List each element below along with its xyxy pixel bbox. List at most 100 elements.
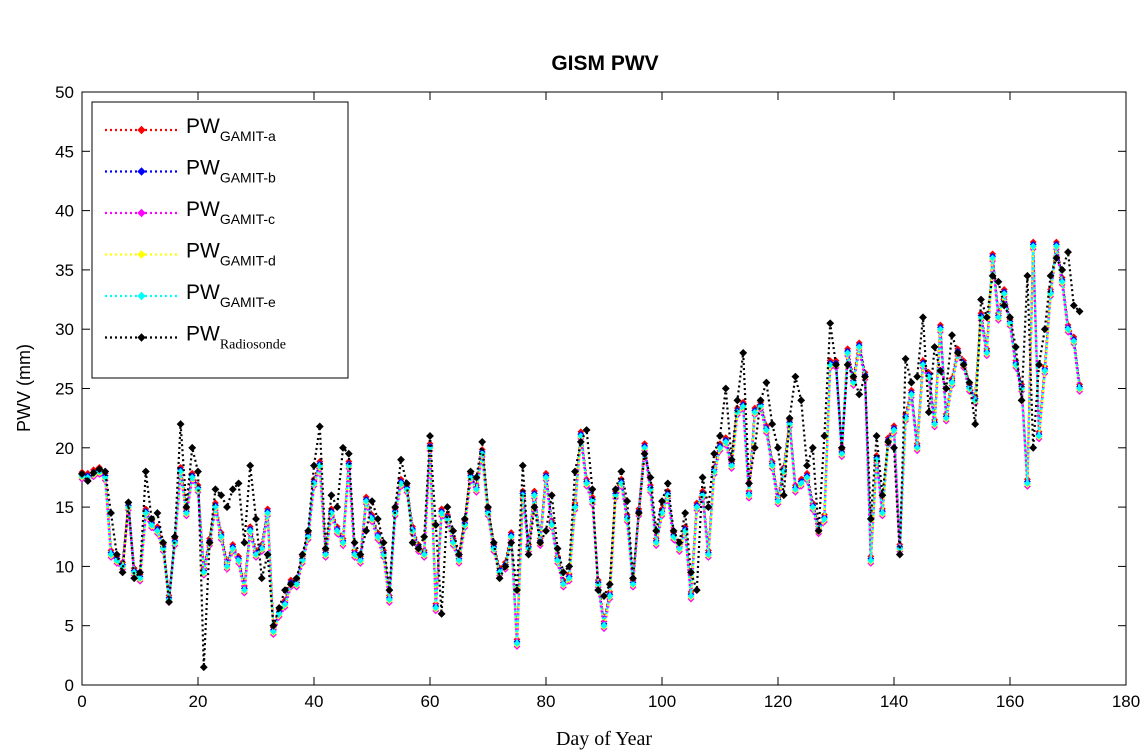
data-point-radiosonde <box>553 544 562 553</box>
data-point-radiosonde <box>397 455 405 464</box>
data-point-radiosonde <box>153 509 162 517</box>
data-point-gamit-e <box>629 580 637 588</box>
data-point-radiosonde <box>600 592 608 600</box>
data-point-radiosonde <box>994 277 1003 286</box>
data-point-radiosonde <box>275 603 284 612</box>
data-point-radiosonde <box>779 491 788 500</box>
legend-item: PWGAMIT-b <box>105 157 276 186</box>
data-point-radiosonde <box>977 295 985 304</box>
data-point-radiosonde <box>321 544 330 553</box>
data-point-radiosonde <box>582 426 591 434</box>
data-point-gamit-e <box>409 527 417 535</box>
data-point-radiosonde <box>803 461 811 470</box>
data-point-gamit-e <box>803 474 811 481</box>
data-point-radiosonde <box>350 538 359 547</box>
data-point-radiosonde <box>1029 443 1038 452</box>
data-point-radiosonde <box>1040 325 1049 334</box>
data-point-radiosonde <box>808 443 817 452</box>
data-point-radiosonde <box>588 485 597 494</box>
data-point-radiosonde <box>304 526 313 535</box>
axes-layer: 0 20 40 60 80 100 120 140 160 180 0 5 10 15 20 25 30 35 40… <box>55 83 1140 711</box>
data-point-gamit-e <box>867 557 875 564</box>
data-point-gamit-e <box>728 462 736 470</box>
data-point-gamit-e <box>333 527 341 535</box>
data-point-gamit-e <box>751 408 759 416</box>
data-point-radiosonde <box>849 372 858 381</box>
data-point-radiosonde <box>762 378 771 387</box>
data-point-gamit-e <box>838 450 846 458</box>
data-point-radiosonde <box>339 443 347 452</box>
data-point-radiosonde <box>263 550 272 559</box>
data-point-radiosonde <box>623 497 632 506</box>
data-point-gamit-e <box>704 551 712 558</box>
data-point-radiosonde <box>576 437 585 446</box>
data-point-gamit-e <box>797 479 805 487</box>
data-point-radiosonde <box>484 503 492 512</box>
data-point-radiosonde <box>826 319 835 328</box>
data-point-gamit-e <box>455 557 463 564</box>
data-point-radiosonde <box>924 408 933 417</box>
data-point-radiosonde <box>431 520 440 529</box>
data-point-gamit-e <box>675 545 683 553</box>
data-point-gamit-e <box>1070 337 1078 345</box>
data-point-radiosonde <box>982 313 991 322</box>
data-point-radiosonde <box>1064 248 1072 257</box>
data-point-gamit-e <box>438 509 446 517</box>
data-point-radiosonde <box>257 574 266 583</box>
y-tick-label: 0 <box>65 676 74 695</box>
data-point-gamit-e <box>768 462 776 470</box>
data-point-radiosonde <box>89 468 98 477</box>
data-point-radiosonde <box>159 538 168 547</box>
data-point-gamit-e <box>1041 367 1049 375</box>
data-point-radiosonde <box>785 414 794 423</box>
data-point-gamit-e <box>188 474 196 481</box>
x-tick-label: 60 <box>421 692 440 711</box>
series-radiosonde <box>79 248 1084 672</box>
data-point-gamit-e <box>432 604 440 612</box>
legend-marker <box>137 291 146 301</box>
data-point-gamit-e <box>542 474 550 481</box>
data-point-gamit-e <box>420 551 428 558</box>
data-point-gamit-e <box>339 539 347 547</box>
data-point-gamit-e <box>844 349 852 357</box>
legend-label: PWGAMIT-d <box>186 240 276 269</box>
data-point-radiosonde <box>136 568 144 577</box>
data-point-radiosonde <box>878 491 887 500</box>
data-point-radiosonde <box>223 503 231 512</box>
data-point-radiosonde <box>501 562 510 571</box>
data-point-gamit-e <box>774 497 782 505</box>
data-point-radiosonde <box>228 485 237 494</box>
data-point-gamit-e <box>513 640 521 647</box>
data-point-radiosonde <box>252 515 260 523</box>
data-point-radiosonde <box>855 390 864 399</box>
legend-items: PWGAMIT-a PWGAMIT-b PWGAMIT-c PWGAMIT-d PWGA… <box>105 115 286 353</box>
data-point-gamit-e <box>849 379 857 386</box>
data-point-gamit-e <box>235 557 243 564</box>
x-tick-label: 80 <box>537 692 556 711</box>
data-point-radiosonde <box>478 437 487 446</box>
data-point-radiosonde <box>884 437 893 446</box>
data-point-radiosonde <box>518 461 527 470</box>
series-layer <box>79 239 1084 672</box>
data-point-radiosonde <box>547 491 556 500</box>
legend-marker <box>137 167 146 176</box>
data-point-radiosonde <box>211 485 220 494</box>
data-point-gamit-e <box>780 468 788 475</box>
data-point-radiosonde <box>571 467 579 476</box>
data-point-radiosonde <box>83 477 92 485</box>
data-point-radiosonde <box>895 550 904 559</box>
data-point-radiosonde <box>542 526 550 535</box>
x-tick-label: 180 <box>1112 692 1140 711</box>
x-tick-label: 0 <box>77 692 86 711</box>
data-point-gamit-e <box>200 568 208 576</box>
data-point-radiosonde <box>443 503 452 512</box>
data-point-gamit-e <box>148 521 156 529</box>
data-point-radiosonde <box>681 509 690 517</box>
data-point-gamit-e <box>855 343 863 351</box>
data-point-gamit-e <box>310 479 318 487</box>
data-point-gamit-e <box>507 533 515 541</box>
data-point-gamit-e <box>936 325 944 333</box>
data-point-radiosonde <box>182 503 191 512</box>
legend-item: PWRadiosonde <box>105 323 286 353</box>
data-point-radiosonde <box>936 366 945 375</box>
